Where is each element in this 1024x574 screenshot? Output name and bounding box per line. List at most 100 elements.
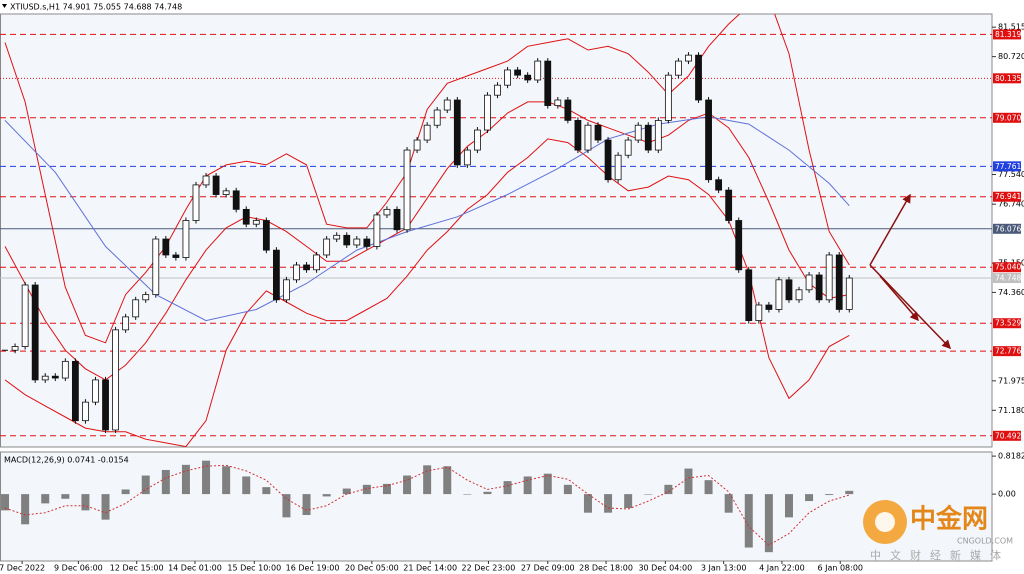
- candle: [71, 360, 79, 422]
- level-tag: [993, 262, 1021, 273]
- macd-bar: [362, 484, 371, 495]
- candle: [705, 99, 712, 181]
- candle: [41, 375, 49, 381]
- level-tag: [993, 346, 1021, 357]
- candle: [21, 284, 29, 347]
- candle: [735, 220, 743, 271]
- macd-bar: [141, 475, 150, 495]
- x-tick-label: 20 Dec 05:00: [345, 564, 399, 573]
- candle: [303, 264, 310, 271]
- macd-bar: [61, 494, 70, 499]
- level-label: 76.076: [995, 224, 1021, 233]
- x-tick-label: 7 Dec 2022: [0, 564, 45, 573]
- y-tick-label: 71.180: [998, 406, 1024, 415]
- level-label: 70.492: [995, 431, 1021, 440]
- candle: [604, 139, 612, 181]
- candle: [112, 329, 119, 431]
- level-label: 79.070: [995, 113, 1021, 122]
- logo-slogan: 中文财经新媒体: [870, 548, 1010, 562]
- level-tag: [993, 430, 1021, 441]
- candle: [524, 74, 532, 81]
- candle: [574, 119, 582, 151]
- logo-name: 中金网: [910, 504, 988, 535]
- macd-bar: [624, 494, 633, 509]
- candle: [252, 220, 260, 225]
- macd-y-tick-label: 0.8182: [998, 452, 1024, 461]
- candle: [132, 299, 140, 318]
- candle: [192, 184, 200, 221]
- candle: [242, 208, 250, 225]
- candle: [122, 316, 130, 331]
- macd-bar: [242, 476, 251, 495]
- candle: [825, 254, 833, 301]
- indicator-line: [4, 138, 850, 447]
- arrow-mid: [879, 275, 919, 322]
- level-label: 77.761: [995, 162, 1021, 171]
- candle: [795, 289, 803, 301]
- macd-bar: [523, 476, 532, 495]
- candle: [745, 269, 753, 321]
- candle: [484, 94, 491, 131]
- candle: [534, 60, 542, 81]
- candle: [725, 189, 733, 221]
- candle: [845, 277, 853, 310]
- candle: [594, 124, 602, 141]
- x-tick-label: 16 Dec 19:00: [286, 564, 340, 573]
- y-tick-label: 76.740: [998, 200, 1024, 209]
- x-tick-label: 12 Dec 15:00: [110, 564, 164, 573]
- macd-bar: [1, 494, 10, 511]
- level-tag: [993, 161, 1021, 172]
- candle: [715, 179, 723, 191]
- level-label: 81.319: [995, 30, 1021, 39]
- arrow-up: [869, 193, 911, 266]
- candle: [554, 99, 562, 106]
- macd-bar: [41, 494, 50, 504]
- macd-bar: [583, 494, 592, 513]
- candle: [634, 124, 642, 141]
- candle: [443, 99, 451, 111]
- candle: [695, 54, 702, 101]
- macd-bar: [101, 494, 110, 520]
- level-label: 72.776: [995, 347, 1021, 356]
- macd-bar: [563, 484, 572, 495]
- macd-bar: [543, 473, 552, 495]
- candle: [383, 208, 391, 216]
- macd-bar: [202, 460, 211, 495]
- macd-bar: [282, 494, 291, 518]
- macd-bar: [21, 494, 30, 525]
- logo-site: CNGOLD.COM: [957, 537, 1013, 546]
- main-panel: [0, 13, 993, 448]
- candle: [323, 238, 331, 256]
- macd-bar: [181, 464, 190, 495]
- candle: [504, 69, 511, 86]
- candle: [82, 401, 89, 422]
- candle: [102, 379, 109, 431]
- candle: [644, 124, 652, 151]
- macd-bar: [483, 491, 492, 495]
- candle: [393, 208, 401, 231]
- indicator-line: [4, 14, 850, 344]
- y-tick-label: 80.720: [998, 52, 1024, 61]
- macd-bar: [664, 484, 673, 495]
- candle: [11, 346, 19, 351]
- candle: [453, 99, 461, 166]
- candle: [664, 74, 672, 121]
- candle: [685, 54, 692, 62]
- macd-bar: [161, 469, 170, 495]
- candle: [835, 254, 843, 310]
- level-label: 73.529: [995, 319, 1021, 328]
- macd-bar: [684, 468, 693, 495]
- candle: [293, 264, 300, 281]
- x-tick-label: 9 Dec 06:00: [54, 564, 103, 573]
- candle: [614, 154, 622, 181]
- macd-bar: [463, 494, 472, 495]
- macd-bar: [322, 494, 331, 497]
- candle: [162, 238, 170, 256]
- level-tag: [993, 191, 1021, 202]
- candle: [152, 238, 160, 296]
- candle: [182, 220, 190, 258]
- candle: [433, 109, 441, 126]
- macd-bar: [764, 494, 773, 553]
- candle: [31, 284, 39, 381]
